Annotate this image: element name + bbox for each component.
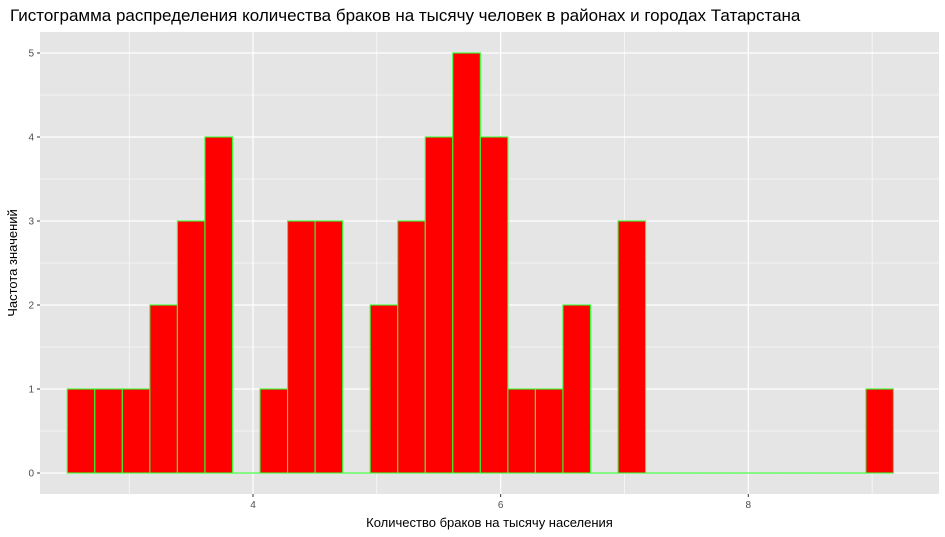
x-tick-label: 8: [746, 500, 752, 511]
y-tick-label: 0: [28, 469, 34, 480]
y-tick-label: 3: [28, 217, 34, 228]
histogram-bar: [534, 388, 564, 474]
histogram-bars: [66, 52, 894, 474]
histogram-bar: [507, 388, 536, 474]
y-axis: 0 1 2 3 4 5: [28, 49, 40, 480]
y-tick-label: 1: [28, 385, 34, 396]
histogram-bar: [397, 220, 426, 474]
histogram-bar: [204, 136, 234, 474]
histogram-bar: [479, 136, 509, 474]
histogram-bar: [259, 388, 289, 474]
histogram-bar: [424, 136, 454, 474]
x-axis-title: Количество браков на тысячу населения: [366, 515, 613, 530]
histogram-bar: [149, 304, 178, 474]
histogram-bar: [452, 52, 481, 474]
y-tick-label: 4: [28, 133, 34, 144]
histogram-bar: [314, 220, 344, 474]
histogram-bar: [176, 220, 206, 474]
y-tick-label: 5: [28, 49, 34, 60]
x-tick-label: 6: [498, 500, 504, 511]
histogram-bar: [94, 388, 123, 474]
histogram-bar: [369, 304, 399, 474]
histogram-bar: [617, 220, 647, 474]
y-tick-label: 2: [28, 301, 34, 312]
histogram-bar: [562, 304, 592, 474]
x-axis: 4 6 8: [250, 494, 752, 511]
x-tick-label: 4: [250, 500, 256, 511]
chart-title: Гистограмма распределения количества бра…: [10, 6, 801, 25]
y-axis-title: Частота значений: [5, 209, 20, 317]
histogram-bar: [121, 388, 151, 474]
histogram-bar: [66, 388, 96, 474]
histogram-bar: [287, 220, 316, 474]
histogram-bar: [865, 388, 894, 474]
